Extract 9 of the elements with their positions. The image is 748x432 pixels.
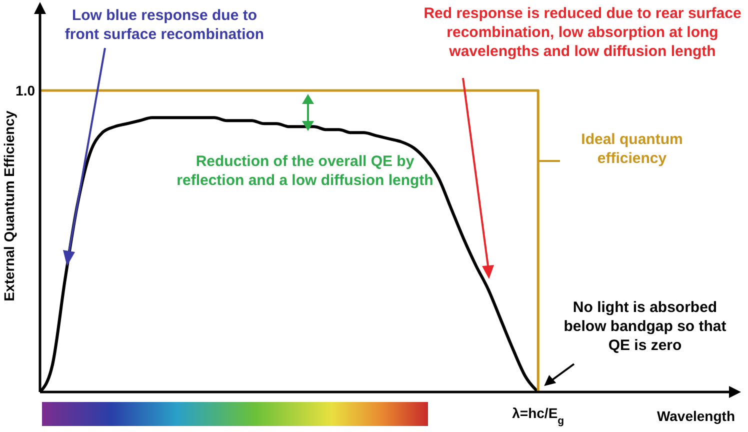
text: Low blue response due to front surface recombination (64, 6, 266, 44)
annotation: 1.0 (16, 82, 36, 98)
annotation: Reduction of the overall QE by reflection and a low diffusion length (176, 152, 434, 190)
annotation: No light is absorbed below bandgap so that QE is zero (562, 298, 728, 355)
text: Red response is reduced due to rear surface recombination, low absorption at long wavelengths and low diffusion length (422, 4, 742, 61)
text: Ideal quantum efficiency (580, 130, 684, 168)
text: λ=hc/E$_{g}$ (512, 405, 564, 427)
y-axis-title: External Quantum Efficiency (1, 110, 17, 302)
x-axis-title: Wavelength (656, 408, 735, 424)
